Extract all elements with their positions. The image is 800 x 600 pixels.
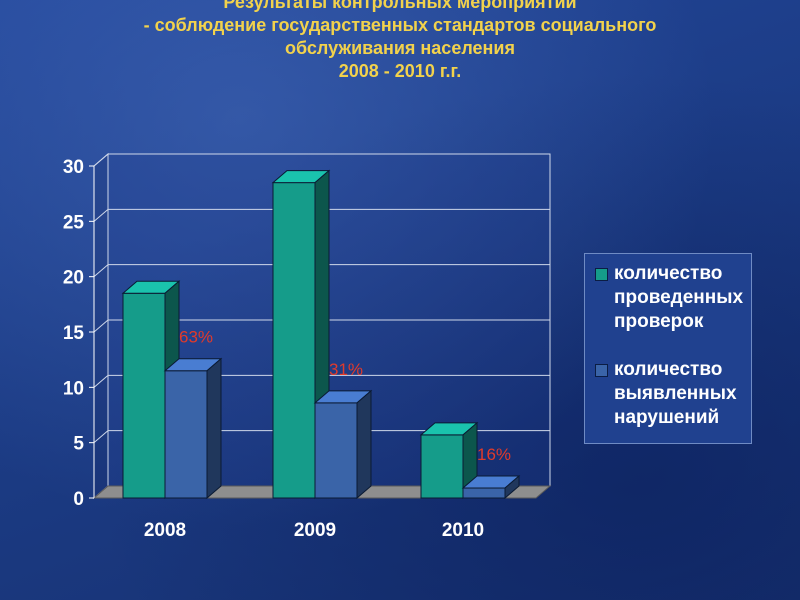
x-tick-label-2008: 2008 xyxy=(144,520,186,541)
y-tick-label: 5 xyxy=(73,434,84,455)
y-tick-label: 25 xyxy=(63,212,85,233)
y-tick-label: 20 xyxy=(63,268,84,289)
percent-annotation-2010: 16% xyxy=(477,445,511,464)
y-tick-label: 30 xyxy=(63,157,84,178)
x-tick-label-2010: 2010 xyxy=(442,520,484,541)
gridline-diag xyxy=(93,430,109,444)
gridline-diag xyxy=(93,319,109,333)
legend: количество проведенных проверок количест… xyxy=(584,253,752,444)
legend-label-violations: количество выявленных нарушений xyxy=(614,359,737,428)
legend-swatch-violations xyxy=(595,364,608,377)
legend-item-violations: количество выявленных нарушений xyxy=(595,358,750,430)
title-line-2: - соблюдение государственных стандартов … xyxy=(143,15,657,35)
gridline-diag xyxy=(93,153,109,167)
bar-checks-2008 xyxy=(122,292,166,499)
y-tick-label: 0 xyxy=(73,489,84,510)
legend-label-checks: количество проведенных проверок xyxy=(614,263,744,332)
title-line-1: Результаты контрольных мероприятий xyxy=(223,0,577,12)
chart-title: Результаты контрольных мероприятий - соб… xyxy=(0,0,800,83)
bar-side-violations-2009 xyxy=(356,389,372,500)
title-line-4: 2008 - 2010 г.г. xyxy=(338,61,462,81)
y-tick-label: 15 xyxy=(63,323,85,344)
y-tick-label: 10 xyxy=(63,378,84,399)
percent-annotation-2008: 63% xyxy=(179,328,213,347)
legend-item-checks: количество проведенных проверок xyxy=(595,262,750,334)
gridline-diag xyxy=(93,374,109,388)
bar-side-violations-2010 xyxy=(504,474,520,500)
bar-side-violations-2008 xyxy=(206,357,222,500)
bar-violations-2010 xyxy=(462,487,506,499)
bar-violations-2008 xyxy=(164,370,208,499)
bar-checks-2010 xyxy=(420,434,464,499)
percent-annotation-2009: 31% xyxy=(329,360,363,379)
title-line-3: обслуживания населения xyxy=(285,38,515,58)
gridline-diag xyxy=(93,264,109,278)
x-tick-label-2009: 2009 xyxy=(294,520,336,541)
gridline-diag xyxy=(93,208,109,222)
legend-swatch-checks xyxy=(595,268,608,281)
bar-violations-2009 xyxy=(314,402,358,499)
bar-checks-2009 xyxy=(272,182,316,499)
